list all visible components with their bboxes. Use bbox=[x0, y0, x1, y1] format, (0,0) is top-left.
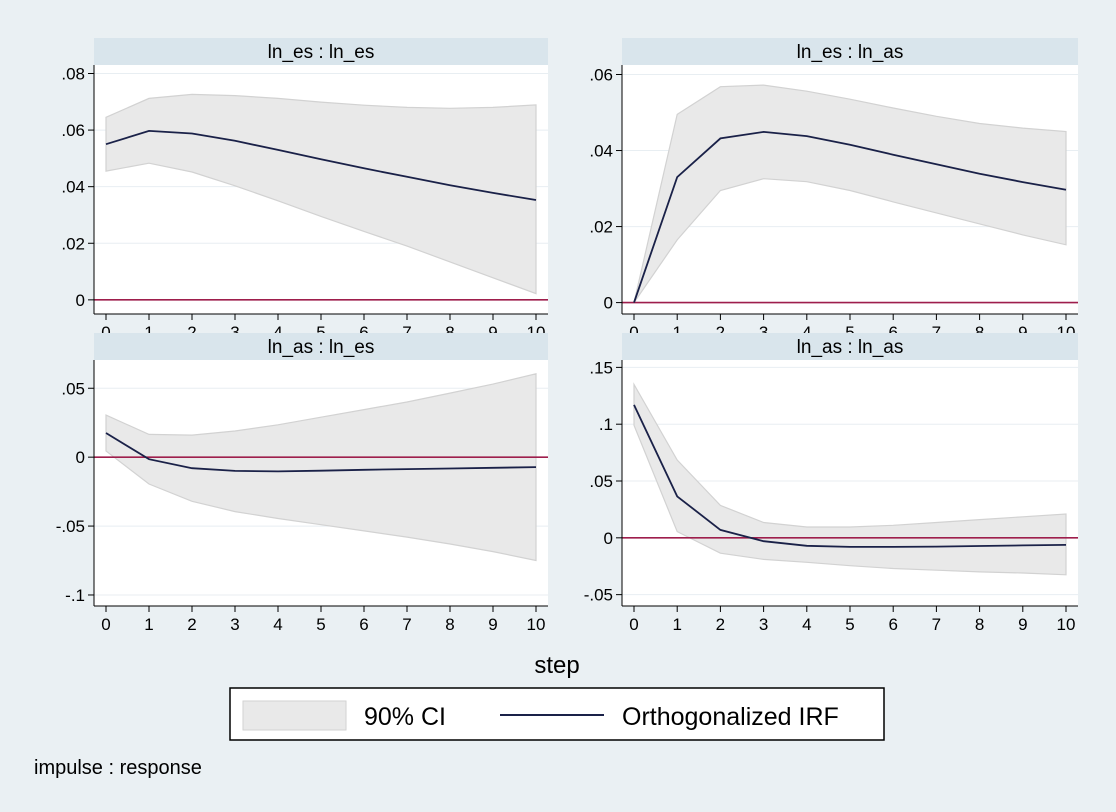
panel-title: ln_as : ln_es bbox=[268, 337, 375, 358]
panels-layer: ln_es : ln_es0.02.04.06.080 1 2 3 4 5 6 7 8 9 10ln… bbox=[56, 38, 1078, 634]
x-tick-label: 3 bbox=[230, 615, 239, 634]
panel-1: ln_es : ln_es0.02.04.06.080 1 2 3 4 5 6 7 8 9 10 bbox=[61, 38, 548, 342]
x-tick-label: 8 bbox=[445, 615, 454, 634]
x-tick-label: 5 bbox=[316, 615, 325, 634]
y-tick-label: .02 bbox=[61, 234, 85, 253]
x-tick-label: 4 bbox=[273, 615, 282, 634]
legend-ci-swatch bbox=[242, 700, 347, 731]
legend: 90% CI Orthogonalized IRF bbox=[229, 687, 885, 741]
ci-band bbox=[105, 93, 537, 295]
x-tick-label: 8 bbox=[445, 323, 454, 342]
y-tick-label: .1 bbox=[599, 415, 613, 434]
x-tick-label: 1 bbox=[144, 615, 153, 634]
panel-title-strip bbox=[94, 38, 548, 65]
note-text: impulse : response bbox=[34, 757, 202, 779]
x-tick-label: 3 bbox=[230, 323, 239, 342]
irf-line bbox=[633, 404, 1067, 548]
y-tick-label: -.05 bbox=[584, 586, 613, 605]
x-tick-label: 0 bbox=[629, 323, 638, 342]
x-axis-title: step bbox=[534, 652, 579, 679]
y-tick-label: .08 bbox=[61, 64, 85, 83]
panel-title-strip bbox=[94, 333, 548, 360]
x-tick-label: 7 bbox=[402, 615, 411, 634]
panel-title: ln_as : ln_as bbox=[797, 337, 904, 358]
y-tick-label: .04 bbox=[589, 142, 613, 161]
x-tick-label: 5 bbox=[316, 323, 325, 342]
x-tick-label: 1 bbox=[672, 615, 681, 634]
x-tick-label: 0 bbox=[629, 615, 638, 634]
y-tick-label: .04 bbox=[61, 178, 85, 197]
y-tick-label: .05 bbox=[589, 472, 613, 491]
y-tick-label: 0 bbox=[76, 448, 85, 467]
x-tick-label: 4 bbox=[802, 615, 811, 634]
x-tick-label: 3 bbox=[759, 323, 768, 342]
panel-title: ln_es : ln_as bbox=[797, 42, 904, 63]
irf-line bbox=[633, 130, 1067, 303]
x-tick-label: 4 bbox=[802, 323, 811, 342]
panel-2: ln_es : ln_as0.02.04.060 1 2 3 4 5 6 7 8 9 10 bbox=[589, 38, 1078, 342]
y-tick-label: .06 bbox=[61, 121, 85, 140]
x-tick-label: 9 bbox=[488, 323, 497, 342]
legend-ci-label: 90% CI bbox=[364, 703, 446, 731]
y-tick-label: .02 bbox=[589, 218, 613, 237]
y-tick-label: .05 bbox=[61, 379, 85, 398]
x-tick-label: 7 bbox=[932, 323, 941, 342]
x-tick-label: 6 bbox=[888, 323, 897, 342]
x-tick-label: 0 bbox=[101, 615, 110, 634]
y-tick-label: .06 bbox=[589, 66, 613, 85]
x-tick-label: 6 bbox=[888, 615, 897, 634]
x-tick-label: 8 bbox=[975, 615, 984, 634]
x-tick-label: 6 bbox=[359, 615, 368, 634]
legend-irf-label: Orthogonalized IRF bbox=[622, 703, 839, 731]
irf-line bbox=[105, 432, 537, 473]
panel-3: ln_as : ln_es -.1 -.05 0 .05 0 1 2 3 4 5 6 7 8 9 10 bbox=[56, 333, 548, 634]
panel-title-strip bbox=[622, 333, 1078, 360]
x-tick-label: 9 bbox=[1018, 323, 1027, 342]
x-tick-label: 2 bbox=[187, 615, 196, 634]
panel-title-strip bbox=[622, 38, 1078, 65]
y-tick-label: -.05 bbox=[56, 517, 85, 536]
x-tick-label: 5 bbox=[845, 615, 854, 634]
x-tick-label: 8 bbox=[975, 323, 984, 342]
x-tick-label: 1 bbox=[672, 323, 681, 342]
x-tick-label: 0 bbox=[101, 323, 110, 342]
ci-band bbox=[633, 84, 1067, 303]
irf-line bbox=[105, 129, 537, 201]
y-tick-label: 0 bbox=[76, 291, 85, 310]
ci-band bbox=[633, 382, 1067, 576]
y-tick-label: .15 bbox=[589, 358, 613, 377]
ci-band bbox=[105, 373, 537, 562]
x-tick-label: 10 bbox=[1057, 615, 1076, 634]
panel-title: ln_es : ln_es bbox=[268, 42, 375, 63]
x-tick-label: 2 bbox=[187, 323, 196, 342]
x-tick-label: 4 bbox=[273, 323, 282, 342]
x-tick-label: 7 bbox=[402, 323, 411, 342]
y-tick-label: -.1 bbox=[65, 586, 85, 605]
x-tick-label: 5 bbox=[845, 323, 854, 342]
x-tick-label: 9 bbox=[488, 615, 497, 634]
x-tick-label: 1 bbox=[144, 323, 153, 342]
x-tick-label: 9 bbox=[1018, 615, 1027, 634]
x-tick-label: 3 bbox=[759, 615, 768, 634]
panel-4: ln_as : ln_as -.05 0 .05 .1 .15 0 1 2 3 4 5 6 7 8 9 10 bbox=[584, 333, 1078, 634]
x-tick-label: 7 bbox=[932, 615, 941, 634]
x-tick-label: 2 bbox=[716, 323, 725, 342]
x-tick-label: 10 bbox=[527, 615, 546, 634]
x-tick-label: 2 bbox=[716, 615, 725, 634]
x-tick-label: 6 bbox=[359, 323, 368, 342]
y-tick-label: 0 bbox=[604, 529, 613, 548]
y-tick-label: 0 bbox=[604, 294, 613, 313]
